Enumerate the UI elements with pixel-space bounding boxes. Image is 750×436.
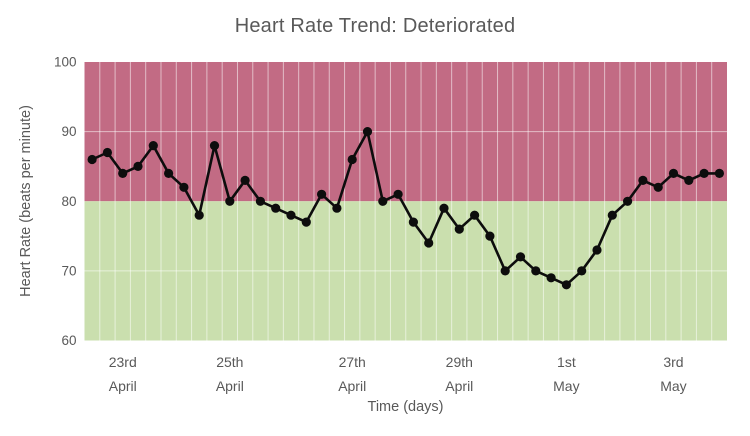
data-point-marker <box>485 231 495 241</box>
x-tick-label: May <box>660 378 686 394</box>
data-point-marker <box>317 189 327 199</box>
y-tick-label: 70 <box>61 263 76 278</box>
data-point-marker <box>638 175 648 185</box>
x-tick-label: 23rd <box>109 354 137 370</box>
data-point-marker <box>255 196 265 206</box>
data-point-marker <box>592 245 602 255</box>
data-point-marker <box>607 210 617 220</box>
data-point-marker <box>454 224 464 234</box>
data-point-marker <box>393 189 403 199</box>
data-point-marker <box>684 175 694 185</box>
data-point-marker <box>225 196 235 206</box>
x-tick-label: 25th <box>216 354 243 370</box>
data-point-marker <box>577 266 587 276</box>
data-point-marker <box>87 154 97 165</box>
x-tick-label: 1st <box>557 354 576 370</box>
data-point-marker <box>362 127 373 137</box>
x-axis-title: Time (days) <box>367 399 444 415</box>
y-tick-label: 60 <box>61 333 76 348</box>
data-point-marker <box>332 203 342 213</box>
data-point-marker <box>194 210 204 220</box>
data-point-marker <box>531 266 541 276</box>
x-tick-label: April <box>109 378 137 394</box>
data-point-marker <box>378 196 388 206</box>
x-tick-label: 29th <box>446 354 473 370</box>
data-point-marker <box>102 147 112 158</box>
data-point-marker <box>546 273 556 283</box>
data-point-marker <box>240 175 250 185</box>
data-point-marker <box>347 154 357 165</box>
data-point-marker <box>118 168 128 178</box>
x-tick-label: April <box>338 378 366 394</box>
data-point-marker <box>164 168 174 178</box>
data-point-marker <box>623 196 633 206</box>
x-tick-label: April <box>445 378 473 394</box>
data-point-marker <box>439 203 449 213</box>
data-point-marker <box>209 141 220 151</box>
data-point-marker <box>301 217 311 227</box>
data-point-marker <box>500 266 510 276</box>
data-point-marker <box>148 141 158 151</box>
data-point-marker <box>286 210 296 220</box>
y-tick-label: 100 <box>54 55 77 70</box>
data-point-marker <box>668 168 679 178</box>
data-point-marker <box>699 168 709 178</box>
data-point-marker <box>470 210 480 220</box>
data-point-marker <box>515 252 526 262</box>
y-tick-label: 80 <box>61 194 76 209</box>
data-point-marker <box>133 161 143 171</box>
data-point-marker <box>424 238 434 248</box>
data-point-marker <box>714 168 725 178</box>
data-point-marker <box>653 182 663 192</box>
x-tick-label: May <box>553 378 579 394</box>
data-point-marker <box>561 280 572 290</box>
x-tick-label: April <box>216 378 244 394</box>
x-tick-label: 27th <box>339 354 366 370</box>
x-tick-label: 3rd <box>663 354 683 370</box>
data-point-marker <box>408 217 418 227</box>
chart-title: Heart Rate Trend: Deteriorated <box>234 15 516 37</box>
data-point-marker <box>271 203 281 213</box>
y-tick-label: 90 <box>61 124 76 139</box>
data-point-marker <box>179 182 189 192</box>
